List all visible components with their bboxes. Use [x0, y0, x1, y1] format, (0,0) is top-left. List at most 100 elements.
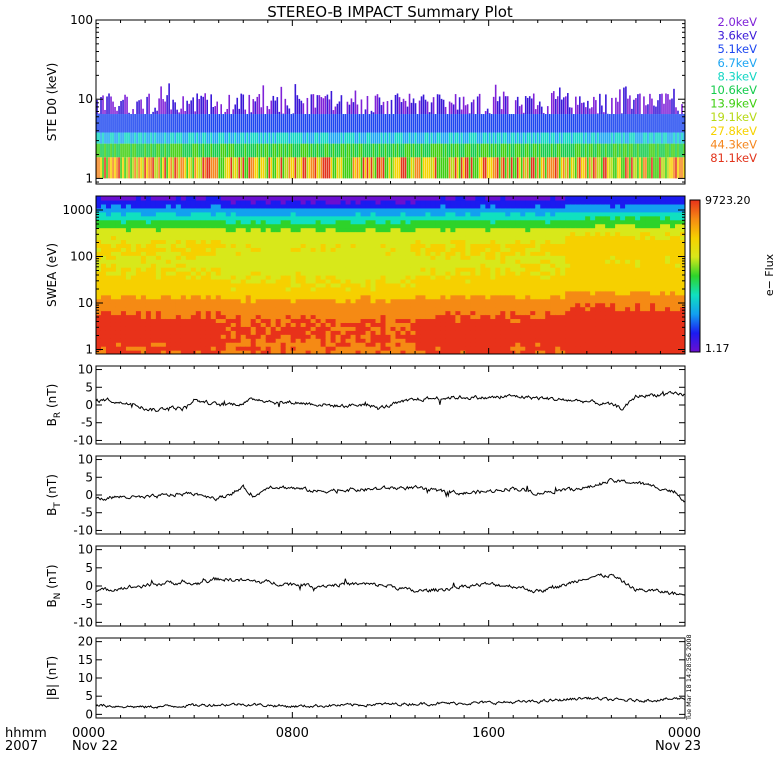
- swea-cell: [150, 330, 157, 335]
- swea-cell: [505, 227, 511, 233]
- swea-cell: [320, 294, 327, 300]
- swea-cell: [96, 251, 102, 256]
- swea-cell: [470, 255, 476, 260]
- swea-cell: [405, 290, 412, 296]
- swea-cell: [100, 275, 107, 280]
- swea-cell: [445, 219, 451, 225]
- swea-cell: [165, 211, 172, 217]
- swea-cell: [370, 231, 377, 237]
- swea-cell: [185, 211, 192, 217]
- swea-cell: [190, 203, 197, 209]
- swea-cell: [405, 259, 412, 264]
- swea-cell: [235, 215, 242, 221]
- swea-cell: [275, 211, 282, 217]
- swea-cell: [490, 227, 496, 233]
- swea-cell: [120, 271, 127, 276]
- swea-cell: [140, 259, 147, 264]
- swea-cell: [385, 302, 392, 308]
- swea-cell: [460, 294, 466, 300]
- swea-cell: [130, 199, 137, 205]
- swea-cell: [505, 243, 511, 248]
- swea-cell: [165, 326, 172, 331]
- swea-cell: [320, 290, 327, 296]
- swea-cell: [325, 247, 332, 252]
- swea-cell: [360, 330, 367, 335]
- swea-cell: [270, 247, 277, 252]
- swea-cell: [285, 350, 292, 354]
- swea-cell: [455, 302, 461, 308]
- swea-cell: [525, 346, 531, 351]
- swea-cell: [475, 318, 481, 323]
- swea-cell: [250, 231, 257, 237]
- swea-cell: [480, 263, 486, 268]
- swea-cell: [510, 223, 516, 229]
- swea-cell: [500, 239, 506, 244]
- swea-cell: [165, 322, 172, 327]
- swea-cell: [300, 330, 307, 335]
- swea-cell: [315, 211, 322, 217]
- swea-cell: [300, 271, 307, 276]
- swea-cell: [375, 322, 382, 327]
- swea-cell: [155, 259, 162, 264]
- swea-cell: [120, 247, 127, 252]
- swea-cell: [115, 318, 122, 323]
- swea-cell: [290, 259, 297, 264]
- swea-cell: [390, 227, 397, 233]
- swea-cell: [440, 219, 447, 225]
- swea-cell: [220, 223, 227, 229]
- swea-cell: [180, 298, 187, 304]
- swea-cell: [155, 330, 162, 335]
- swea-cell: [485, 247, 491, 252]
- swea-cell: [340, 334, 347, 339]
- swea-cell: [340, 318, 347, 323]
- swea-cell: [305, 310, 312, 316]
- swea-cell: [315, 263, 322, 268]
- swea-cell: [515, 306, 521, 312]
- swea-cell: [370, 302, 377, 308]
- swea-cell: [430, 267, 437, 272]
- swea-cell: [470, 211, 476, 217]
- swea-cell: [305, 278, 312, 284]
- swea-cell: [500, 211, 506, 217]
- swea-cell: [210, 314, 217, 320]
- swea-cell: [275, 207, 282, 213]
- swea-cell: [345, 278, 352, 284]
- swea-cell: [385, 203, 392, 209]
- swea-cell: [260, 302, 267, 308]
- swea-cell: [200, 207, 207, 213]
- swea-cell: [280, 207, 287, 213]
- swea-cell: [435, 318, 442, 323]
- swea-cell: [270, 306, 277, 312]
- swea-cell: [405, 318, 412, 323]
- swea-cell: [325, 350, 332, 354]
- swea-cell: [400, 259, 407, 264]
- swea-cell: [350, 231, 357, 237]
- swea-cell: [495, 211, 501, 217]
- swea-cell: [275, 330, 282, 335]
- swea-cell: [505, 326, 511, 331]
- swea-cell: [185, 318, 192, 323]
- swea-cell: [360, 263, 367, 268]
- swea-cell: [515, 227, 521, 233]
- swea-cell: [490, 231, 496, 237]
- swea-cell: [475, 314, 481, 320]
- swea-cell: [345, 235, 352, 241]
- swea-cell: [180, 199, 187, 205]
- swea-cell: [345, 203, 352, 209]
- swea-cell: [425, 263, 432, 268]
- swea-cell: [220, 298, 227, 304]
- swea-cell: [375, 211, 382, 217]
- swea-cell: [450, 275, 456, 280]
- swea-cell: [155, 263, 162, 268]
- swea-cell: [390, 326, 397, 331]
- swea-cell: [435, 278, 442, 284]
- swea-cell: [305, 267, 312, 272]
- swea-cell: [155, 196, 162, 201]
- swea-cell: [165, 243, 172, 248]
- swea-cell: [240, 199, 247, 205]
- swea-cell: [500, 271, 506, 276]
- swea-cell: [390, 247, 397, 252]
- swea-cell: [200, 275, 207, 280]
- swea-cell: [180, 286, 187, 292]
- swea-cell: [435, 322, 442, 327]
